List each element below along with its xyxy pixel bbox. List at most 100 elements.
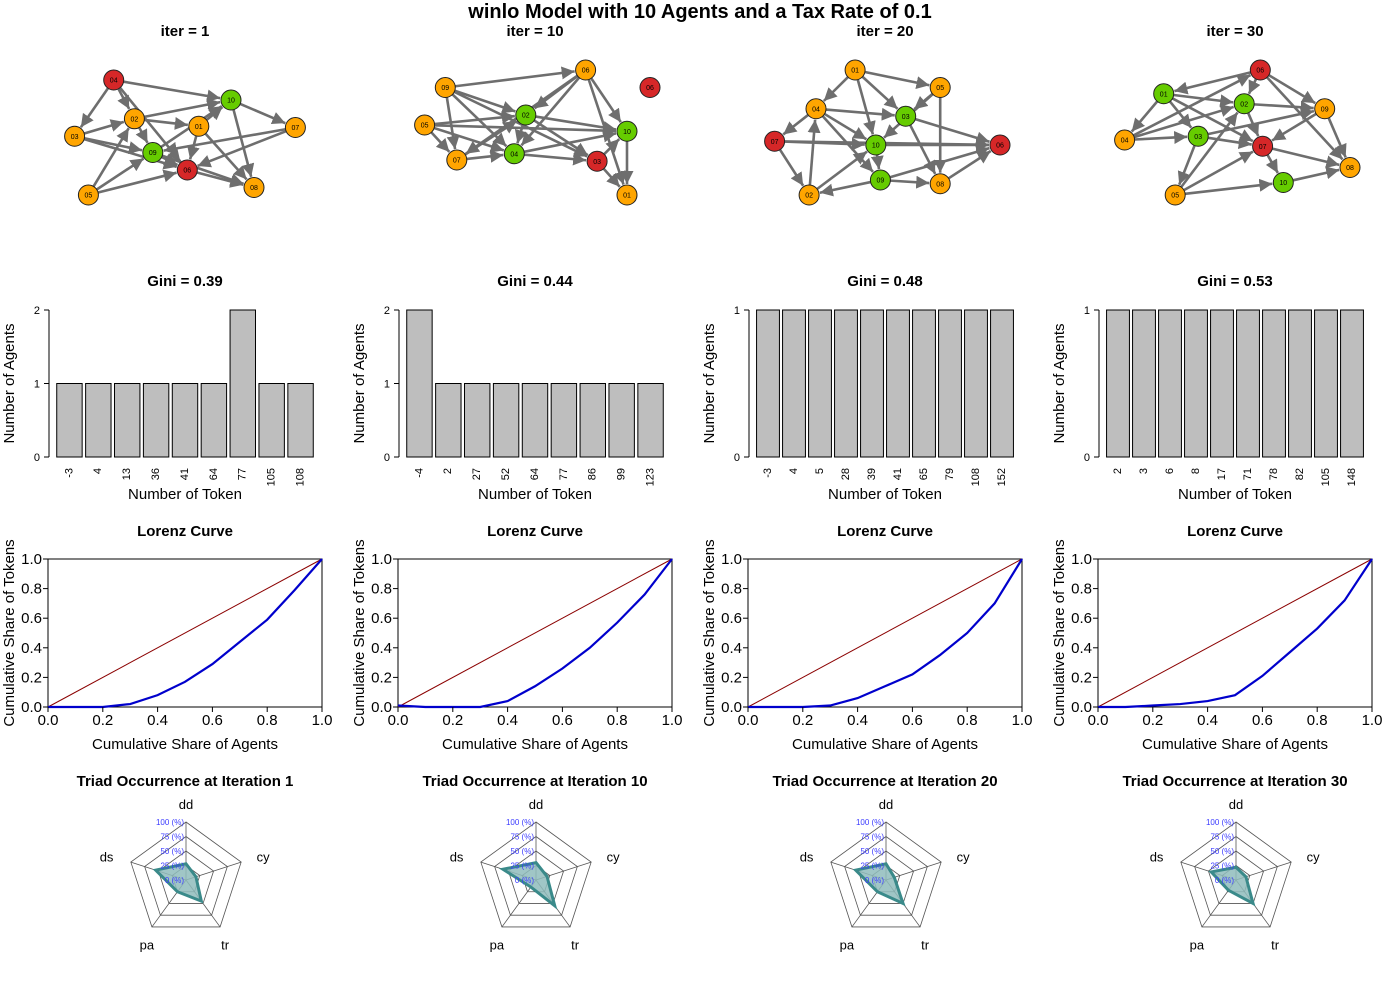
radar-axis-label: dd [879,797,893,812]
network-edge [433,126,505,153]
radar-tick-label: 100 (%) [156,818,184,827]
y-axis-label: Number of Agents [1,323,18,443]
equality-line [747,558,1023,708]
network-node [639,77,661,98]
network-edge [823,112,868,141]
network-edge [92,127,130,188]
network-edge [514,124,528,144]
bar [1314,309,1338,458]
bar [406,309,433,458]
network-edge [870,154,884,170]
equality-line [47,558,323,708]
network-node [929,77,951,98]
y-tick-label: 0.8 [721,581,742,598]
bar [938,309,962,458]
bar [492,383,520,458]
network-title: iter = 20 [856,23,913,40]
radar-tick-label: 50 (%) [860,847,884,856]
network-node [188,115,210,137]
network-node [1249,59,1271,81]
x-tick-label: 1.0 [1012,712,1033,729]
network-node-label: 06 [582,68,590,75]
network-node-label: 07 [1259,144,1267,151]
radar-axis-label: dd [529,797,543,812]
network-edge [434,124,617,138]
bar [1236,309,1260,458]
x-tick-label: 1.0 [662,712,683,729]
x-tick-label: 4 [788,468,800,474]
plot-frame [1097,558,1373,708]
network-node [575,59,597,81]
network-node [1252,135,1274,157]
x-tick-label: 0.4 [847,712,868,729]
radar-title: Triad Occurrence at Iteration 1 [77,773,294,790]
network-title: iter = 10 [506,23,563,40]
radar-axis-label: dd [1229,797,1243,812]
x-tick-label: 64 [529,468,541,480]
network-node [1314,98,1336,120]
y-tick-label: 0.6 [21,610,42,627]
lorenz-curve [748,558,1023,709]
y-tick-label: 0 [34,452,40,464]
y-axis-label: Number of Agents [1051,323,1068,443]
radar-axis-label: pa [1190,938,1205,953]
network-node [1339,157,1361,178]
network-title: iter = 1 [161,23,210,40]
radar-grid-ring [1194,836,1278,916]
network-node [929,173,951,195]
network-node [123,108,145,130]
network-node [616,120,638,142]
plot-frame [397,558,673,708]
x-tick-label: 105 [266,468,278,486]
network-edge [1183,150,1254,192]
network-node [1233,93,1255,115]
network-edge [451,93,508,148]
radar-axis-label: tr [571,938,580,953]
x-tick-label: 0.2 [442,712,463,729]
equality-line [397,558,673,708]
y-tick-label: 0.0 [721,699,742,716]
network-edge [455,66,575,88]
bar [782,309,806,458]
radar-data-polygon [852,862,906,907]
network-node-label: 02 [1240,101,1248,108]
bar [579,383,606,458]
x-axis-label: Number of Token [1178,486,1292,503]
network-node-label: 05 [421,123,429,130]
bar [1106,309,1130,458]
radar-tick-label: 50 (%) [160,847,184,856]
radar-axis-label: cy [957,849,971,864]
radar-axis-label: pa [840,938,855,953]
network-node-label: 07 [292,125,300,132]
network-node [1114,129,1136,151]
network-node [64,125,86,147]
network-node [515,104,537,126]
bar-panel-4: Gini = 0.53 2 3 6 8 17 71 78 82 105 148 0 1 Number of… [1051,273,1364,503]
network-node-label: 05 [936,85,944,92]
network-node [895,105,917,127]
radar-grid-ring [830,821,942,928]
x-axis-label: Number of Token [128,486,242,503]
x-tick-label: 82 [1294,468,1306,480]
radar-axis-label: cy [257,849,271,864]
bar-panel-1: Gini = 0.39 -3 4 13 36 41 64 77 105 108 0 1 2 Number … [1,273,314,503]
radar-panel-2: Triad Occurrence at Iteration 10 100 (%) 7… [422,773,647,953]
x-tick-label: 17 [1216,468,1228,480]
bar [608,383,635,458]
network-edge [819,180,871,197]
radar-tick-label: 0 (%) [515,876,534,885]
radar-tick-label: 100 (%) [1206,818,1234,827]
radar-axis-label: tr [921,938,930,953]
x-tick-label: -3 [762,468,774,478]
x-tick-label: 99 [616,468,628,480]
radar-grid-ring [144,836,228,916]
network-edge [856,79,876,135]
radar-tick-label: 75 (%) [510,833,534,842]
network-node-label: 02 [805,193,813,200]
radar-axis-label: ds [1150,849,1164,864]
bar [550,383,578,458]
network-node-label: 01 [623,193,631,200]
radar-grid-ring [1180,821,1292,928]
